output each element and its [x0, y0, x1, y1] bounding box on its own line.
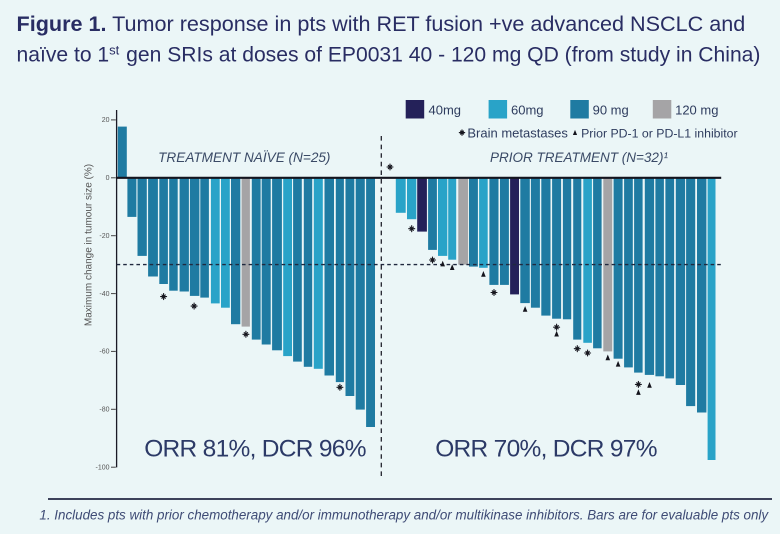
svg-text:-20: -20	[99, 233, 109, 240]
svg-text:naïve to 1st gen SRIs at doses: naïve to 1st gen SRIs at doses of EP0031…	[17, 43, 761, 67]
svg-text:Figure 1. Tumor response in pt: Figure 1. Tumor response in pts with RET…	[17, 11, 746, 36]
svg-text:0: 0	[106, 175, 110, 182]
svg-text:Maximum change in tumour size: Maximum change in tumour size (%)	[84, 164, 95, 326]
svg-text:-40: -40	[99, 291, 109, 298]
svg-text:PRIOR TREATMENT (N=32)¹: PRIOR TREATMENT (N=32)¹	[490, 150, 668, 165]
svg-text:ORR 70%, DCR 97%: ORR 70%, DCR 97%	[435, 436, 657, 463]
svg-text:TREATMENT NAÏVE (N=25): TREATMENT NAÏVE (N=25)	[158, 150, 330, 165]
svg-text:Brain metastases: Brain metastases	[467, 126, 568, 141]
svg-text:1. Includes pts with prior che: 1. Includes pts with prior chemotherapy …	[39, 508, 769, 523]
svg-text:60mg: 60mg	[511, 103, 544, 118]
svg-text:ORR 81%, DCR 96%: ORR 81%, DCR 96%	[144, 436, 366, 463]
svg-text:-60: -60	[99, 349, 109, 356]
svg-text:90 mg: 90 mg	[593, 103, 629, 118]
svg-text:-100: -100	[95, 465, 109, 472]
svg-text:40mg: 40mg	[429, 103, 462, 118]
svg-text:-80: -80	[99, 407, 109, 414]
svg-text:Prior PD-1 or PD-L1 inhibitor: Prior PD-1 or PD-L1 inhibitor	[581, 127, 738, 141]
svg-text:20: 20	[102, 117, 110, 124]
svg-text:120 mg: 120 mg	[675, 103, 718, 118]
